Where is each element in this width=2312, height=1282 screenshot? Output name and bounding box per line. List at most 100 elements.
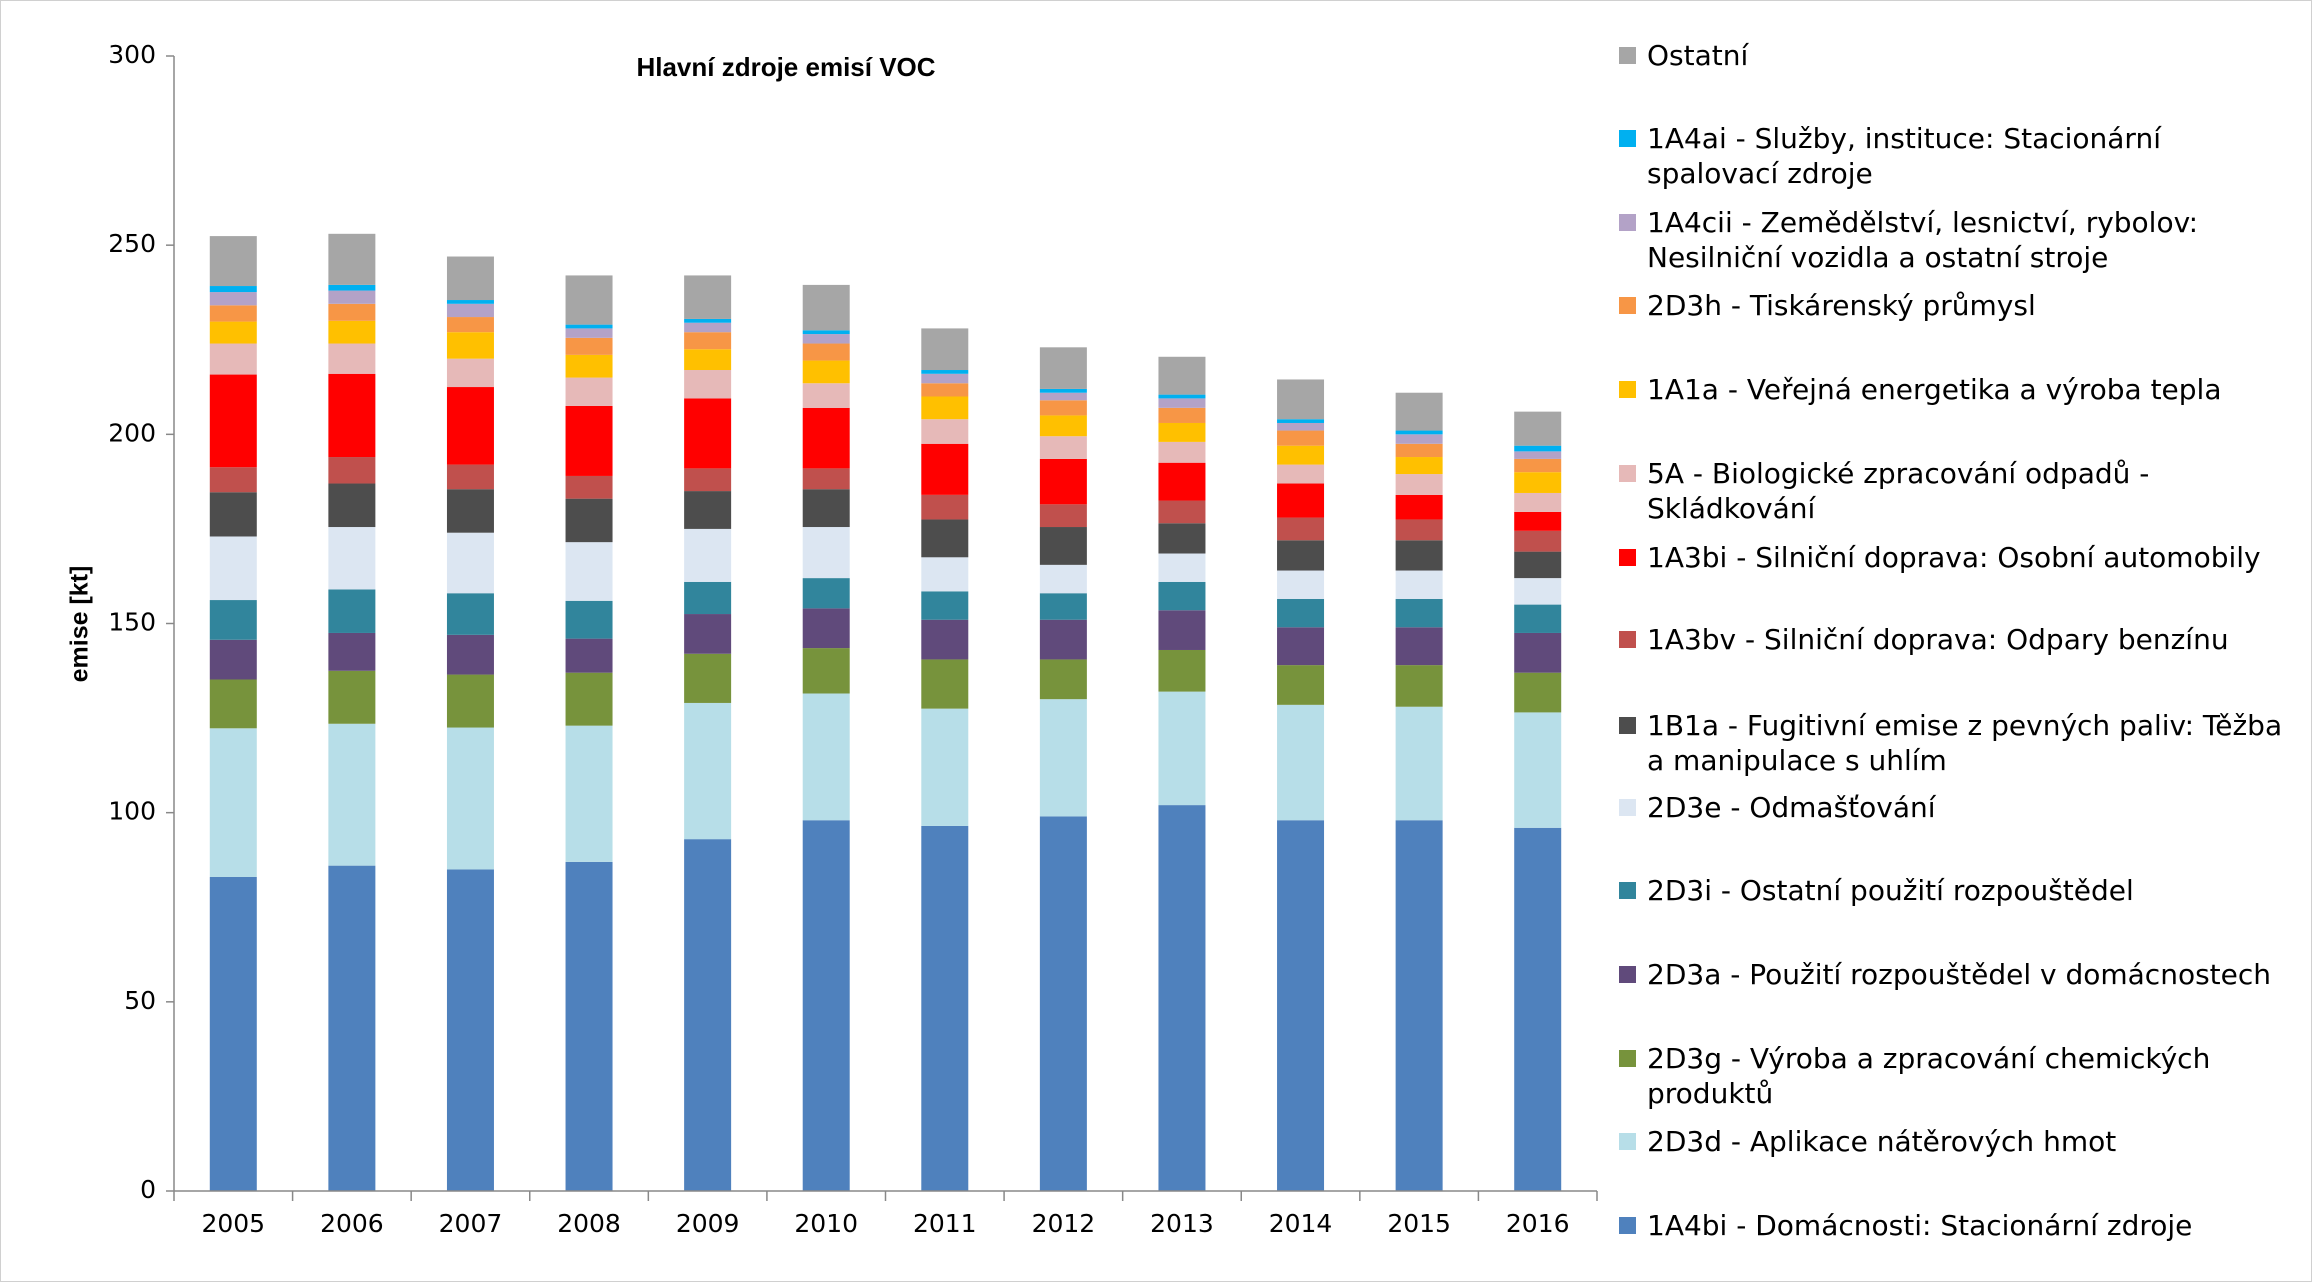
y-tick-label: 150 [108, 608, 156, 637]
legend-swatch [1619, 47, 1636, 65]
bar-segment [446, 300, 494, 304]
bar-segment [1395, 474, 1443, 495]
bar-segment [328, 233, 376, 285]
legend-swatch [1619, 464, 1636, 482]
bar-segment [1514, 530, 1562, 552]
bar-segment [328, 457, 376, 484]
legend-label: 1A1a - Veřejná energetika a výroba tepla [1647, 372, 2222, 406]
x-tick-label: 2007 [439, 1209, 503, 1238]
bar-segment [684, 468, 732, 492]
legend-label: 2D3i - Ostatní použití rozpouštědel [1647, 873, 2134, 907]
bar-segment [921, 328, 969, 371]
bar-segment [328, 303, 376, 321]
bar-segment [684, 581, 732, 615]
bar-segment [209, 600, 257, 640]
bar-segment [328, 865, 376, 1191]
bar-segment [565, 861, 613, 1191]
bar-segment [1395, 706, 1443, 821]
bar-segment [1395, 434, 1443, 444]
bar-segment [1158, 553, 1206, 582]
bar-segment [921, 557, 969, 592]
bar-segment [328, 373, 376, 458]
x-tick-label: 2015 [1387, 1209, 1451, 1238]
y-tick-label: 300 [108, 40, 156, 69]
bar-segment [565, 324, 613, 329]
bar-segment [446, 256, 494, 301]
bar-segment [1039, 458, 1087, 505]
bar-segment [209, 286, 257, 293]
bar-segment [684, 349, 732, 371]
bar-segment [446, 489, 494, 533]
bar-segment [565, 725, 613, 862]
x-tick-label: 2012 [1032, 1209, 1096, 1238]
bar-segment [565, 498, 613, 543]
bar-segment [565, 600, 613, 639]
bar-segment [1039, 527, 1087, 565]
bar-segment [446, 634, 494, 675]
bar-segment [1277, 422, 1325, 431]
legend-label: 2D3e - Odmašťování [1647, 791, 1936, 825]
bar-segment [802, 284, 850, 331]
bar-segment [684, 702, 732, 840]
bar-segment [1277, 665, 1325, 705]
bar-segment [1039, 699, 1087, 817]
bar-segment [328, 723, 376, 866]
bar-segment [565, 672, 613, 726]
bar-segment [328, 632, 376, 671]
bar-segment [684, 318, 732, 323]
bar-segment [1039, 436, 1087, 459]
bar-segment [802, 334, 850, 344]
bar-segment [921, 659, 969, 709]
bar-segment [1158, 581, 1206, 611]
bar-segment [921, 591, 969, 620]
y-tick-label: 250 [108, 229, 156, 258]
bar-segment [802, 383, 850, 408]
bar-segment [565, 275, 613, 325]
bar-segment [1514, 411, 1562, 446]
legend-swatch [1619, 1049, 1636, 1067]
bar-segment [565, 328, 613, 338]
legend-label: 2D3a - Použití rozpouštědel v domácnoste… [1647, 957, 2272, 991]
bar-segment [684, 332, 732, 350]
bar-segment [1514, 492, 1562, 512]
bar-segment [921, 494, 969, 520]
bar-segment [1514, 672, 1562, 713]
bar-segment [684, 491, 732, 529]
bar-segment [1277, 517, 1325, 541]
legend-label: 2D3d - Aplikace nátěrových hmot [1647, 1124, 2117, 1158]
bar-segment [209, 492, 257, 537]
bar-segment [1039, 619, 1087, 660]
bar-segment [802, 648, 850, 694]
bar-segment [802, 407, 850, 469]
bar-segment [1395, 430, 1443, 435]
bar-segment [684, 275, 732, 319]
bar-segment [565, 638, 613, 673]
bar-segment [1158, 691, 1206, 806]
bar-segment [1514, 445, 1562, 452]
bar-segment [209, 305, 257, 322]
bar-segment [1395, 392, 1443, 431]
bar-segment [1395, 820, 1443, 1191]
bar-segment [1277, 445, 1325, 465]
bar-segment [684, 839, 732, 1191]
bar-segment [446, 332, 494, 359]
bar-segment [1395, 519, 1443, 541]
bar-segment [1039, 347, 1087, 389]
bar-segment [1395, 540, 1443, 571]
bar-segment [1158, 407, 1206, 423]
bar-segment [684, 653, 732, 703]
bar-segment [802, 578, 850, 609]
bar-segment [446, 727, 494, 870]
bar-segment [1395, 627, 1443, 666]
legend-label: 2D3h - Tiskárenský průmysl [1647, 288, 2036, 322]
bar-segment [565, 405, 613, 476]
legend-label: 2D3g - Výroba a zpracování chemických pr… [1647, 1041, 2211, 1110]
bar-segment [1039, 392, 1087, 401]
bar-segment [1158, 500, 1206, 524]
bar-segment [1039, 504, 1087, 528]
bar-segment [1395, 665, 1443, 707]
bar-segment [1277, 598, 1325, 628]
bar-segment [1514, 551, 1562, 579]
bar-segment [684, 322, 732, 333]
